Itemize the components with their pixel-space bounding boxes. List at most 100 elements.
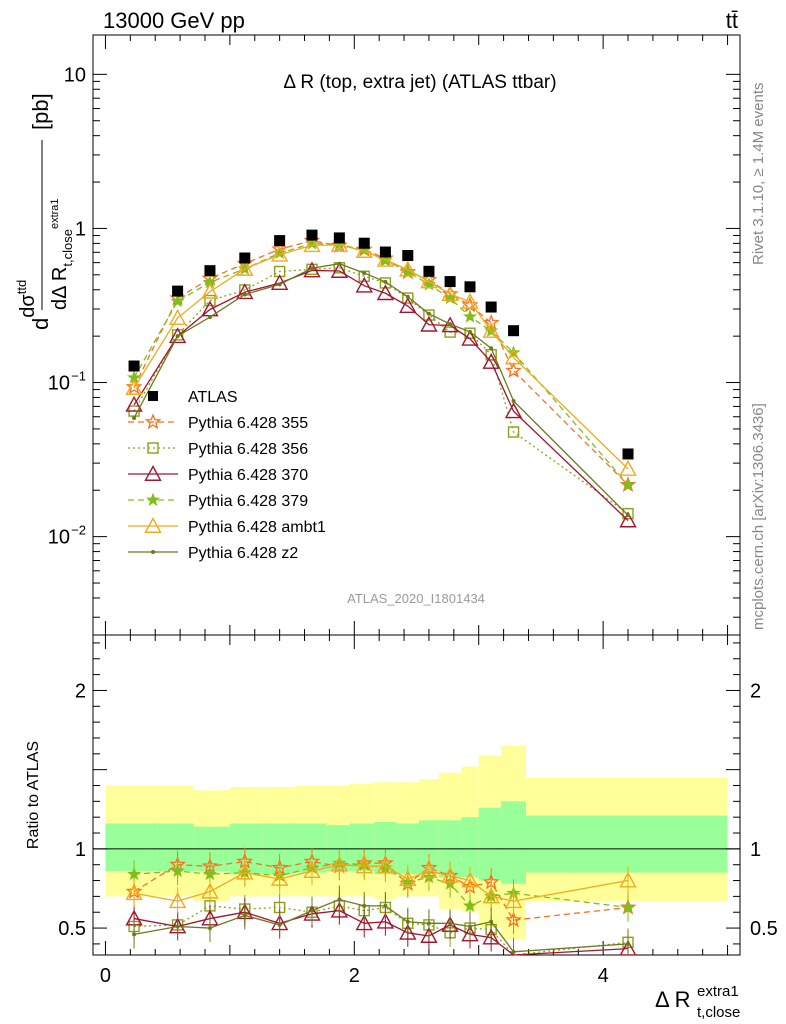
triangle-marker [504,402,523,419]
dot-marker [448,921,453,926]
triangle-marker [330,855,349,872]
dot-marker [489,919,494,924]
atlas-data-point [204,265,216,277]
svg-text:t,close: t,close [697,1004,740,1021]
square-marker [507,426,520,438]
triangle-marker [461,925,479,942]
dot-marker [337,897,342,902]
triangle-marker [376,857,395,874]
triangle-marker [236,283,254,300]
band-green [105,823,158,872]
svg-text:extra1: extra1 [697,983,739,1000]
ratio-series-line [133,909,629,956]
star-marker [462,309,478,323]
star-marker [620,900,636,914]
triangle-marker [168,308,187,325]
band-green [326,825,350,872]
dot-marker [337,261,342,266]
atlas-data-point [239,252,251,264]
triangle-marker [376,912,395,929]
ratio-y-tick-label-right: 2 [750,680,761,702]
square-marker [402,292,414,304]
triangle-marker [236,259,254,276]
legend-marker-atlas [148,391,158,401]
dot-marker [468,924,473,929]
triangle-marker [504,892,523,909]
triangle-marker [504,348,523,365]
ratio-y-tick-label-right: 1 [750,839,761,861]
triangle-marker [420,927,438,943]
star-marker [202,866,218,881]
legend-label: Pythia 6.428 379 [188,493,308,510]
star-marker [620,477,636,491]
triangle-marker [303,236,321,253]
main-y-tick-exponent: −1 [71,369,86,384]
band-green [461,817,479,878]
triangle-marker [125,884,143,901]
legend-label-atlas: ATLAS [188,389,238,406]
main-series-line [133,263,629,516]
analysis-id: ATLAS_2020_I1801434 [347,591,485,606]
square-marker [204,294,216,307]
main-series-line [133,240,629,486]
triangle-marker [399,923,417,940]
triangle-marker [125,379,143,395]
svg-text:[pb]: [pb] [28,93,53,130]
triangle-marker [461,329,479,346]
dot-marker [405,919,410,924]
triangle-marker [355,276,373,293]
dot-marker [175,334,180,339]
ratio-y-tick-label: 0.5 [58,918,86,940]
triangle-marker [330,901,349,918]
triangle-marker [482,353,500,369]
main-series-line [133,244,629,470]
ratio-y-tick-label: 2 [75,680,86,702]
triangle-marker [482,887,500,904]
main-y-tick-label: 10 [64,64,86,86]
triangle-marker [399,869,417,886]
main-series-line [133,269,629,521]
square-marker [622,507,634,520]
triangle-marker [236,863,254,880]
triangle-marker [376,284,395,301]
main-series-line [133,267,629,515]
band-green [478,807,502,881]
ratio-series-line [133,898,629,953]
atlas-data-point [358,237,370,249]
ratio-series-line [133,860,629,921]
dot-marker [132,932,137,937]
triangle-marker [355,914,373,931]
triangle-marker [420,272,438,289]
legend-label: Pythia 6.428 ambt1 [188,519,326,536]
atlas-data-point [306,229,318,241]
dot-marker [383,903,388,908]
triangle-marker [355,242,373,258]
dot-marker [511,398,516,403]
triangle-marker [270,869,289,886]
triangle-marker [330,236,349,252]
energy-label: 13000 GeV pp [103,8,245,33]
atlas-data-point [485,301,497,313]
legend-label: Pythia 6.428 370 [188,467,308,484]
dot-marker [468,329,473,334]
dot-marker [309,266,314,271]
triangle-marker [619,871,637,888]
star-marker [125,378,143,395]
atlas-data-point [508,325,520,337]
main-y-tick-exponent: −2 [71,523,86,538]
triangle-marker [441,316,459,333]
star-marker [462,898,478,912]
star-marker [145,492,161,507]
triangle-marker [461,292,479,309]
svg-text:Δ R: Δ R [655,987,690,1012]
atlas-data-point [128,360,140,372]
dot-marker [277,282,282,287]
triangle-marker [441,866,459,883]
triangle-marker [482,321,500,338]
svg-text:dΔ Rt,closeextra1: dΔ Rt,closeextra1 [49,198,75,310]
star-marker [272,245,287,260]
atlas-data-point [423,265,435,277]
atlas-data-point [274,235,286,247]
